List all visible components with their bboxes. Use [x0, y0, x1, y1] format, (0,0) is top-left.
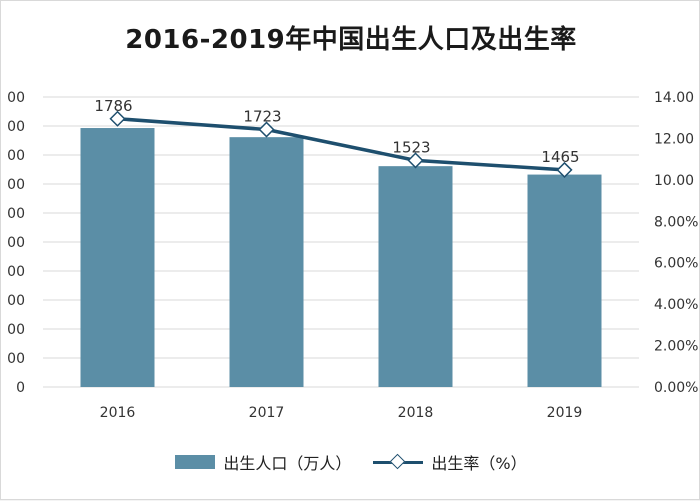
data-label: 1786 [94, 97, 132, 115]
bar [527, 174, 602, 387]
x-axis-tick-label: 2018 [398, 405, 434, 421]
line-marker [258, 121, 275, 138]
left-axis-tick-label: 00 [7, 293, 25, 309]
left-axis-tick-label: 00 [7, 119, 25, 135]
data-label: 1523 [392, 138, 430, 156]
left-axis-tick-label: 00 [7, 264, 25, 280]
right-axis-tick-label: 4.00% [654, 297, 698, 313]
left-axis-tick-label: 00 [7, 148, 25, 164]
right-axis-tick-label: 8.00% [654, 214, 698, 230]
left-axis-tick-label: 00 [7, 90, 25, 106]
legend: 出生人口（万人） 出生率（%） [1, 447, 700, 477]
right-axis-tick-label: 10.00 [654, 173, 694, 189]
left-axis-tick-label: 00 [7, 351, 25, 367]
birth-rate-line [117, 117, 565, 172]
line-marker [556, 161, 573, 178]
right-axis-tick-label: 12.00 [654, 131, 694, 147]
right-axis-tick-label: 6.00% [654, 256, 698, 272]
legend-bar-swatch [175, 455, 216, 469]
legend-item-line: 出生率（%） [373, 450, 527, 474]
line-marker [407, 152, 424, 169]
left-axis-tick-label: 00 [7, 235, 25, 251]
legend-item-bar: 出生人口（万人） [175, 450, 351, 474]
left-axis-tick-label: 00 [7, 322, 25, 338]
left-axis-tick-label: 0 [16, 380, 25, 396]
bar [378, 166, 453, 387]
data-label: 1465 [541, 148, 579, 166]
right-axis-tick-label: 14.00 [654, 90, 694, 106]
bar [229, 137, 304, 387]
legend-bar-label: 出生人口（万人） [223, 454, 352, 473]
x-axis-tick-label: 2016 [100, 405, 136, 421]
legend-line-swatch [373, 453, 424, 470]
legend-line-label: 出生率（%） [431, 454, 527, 473]
bar [80, 128, 155, 387]
left-axis-tick-label: 00 [7, 177, 25, 193]
right-axis-tick-label: 0.00% [654, 380, 698, 396]
data-label: 1723 [243, 108, 281, 126]
x-axis-tick-label: 2019 [547, 405, 583, 421]
line-marker [109, 110, 126, 127]
right-axis-tick-label: 2.00% [654, 339, 698, 355]
left-axis-tick-label: 00 [7, 206, 25, 222]
x-axis-tick-label: 2017 [249, 405, 285, 421]
chart-title: 2016-2019年中国出生人口及出生率 [125, 25, 577, 55]
